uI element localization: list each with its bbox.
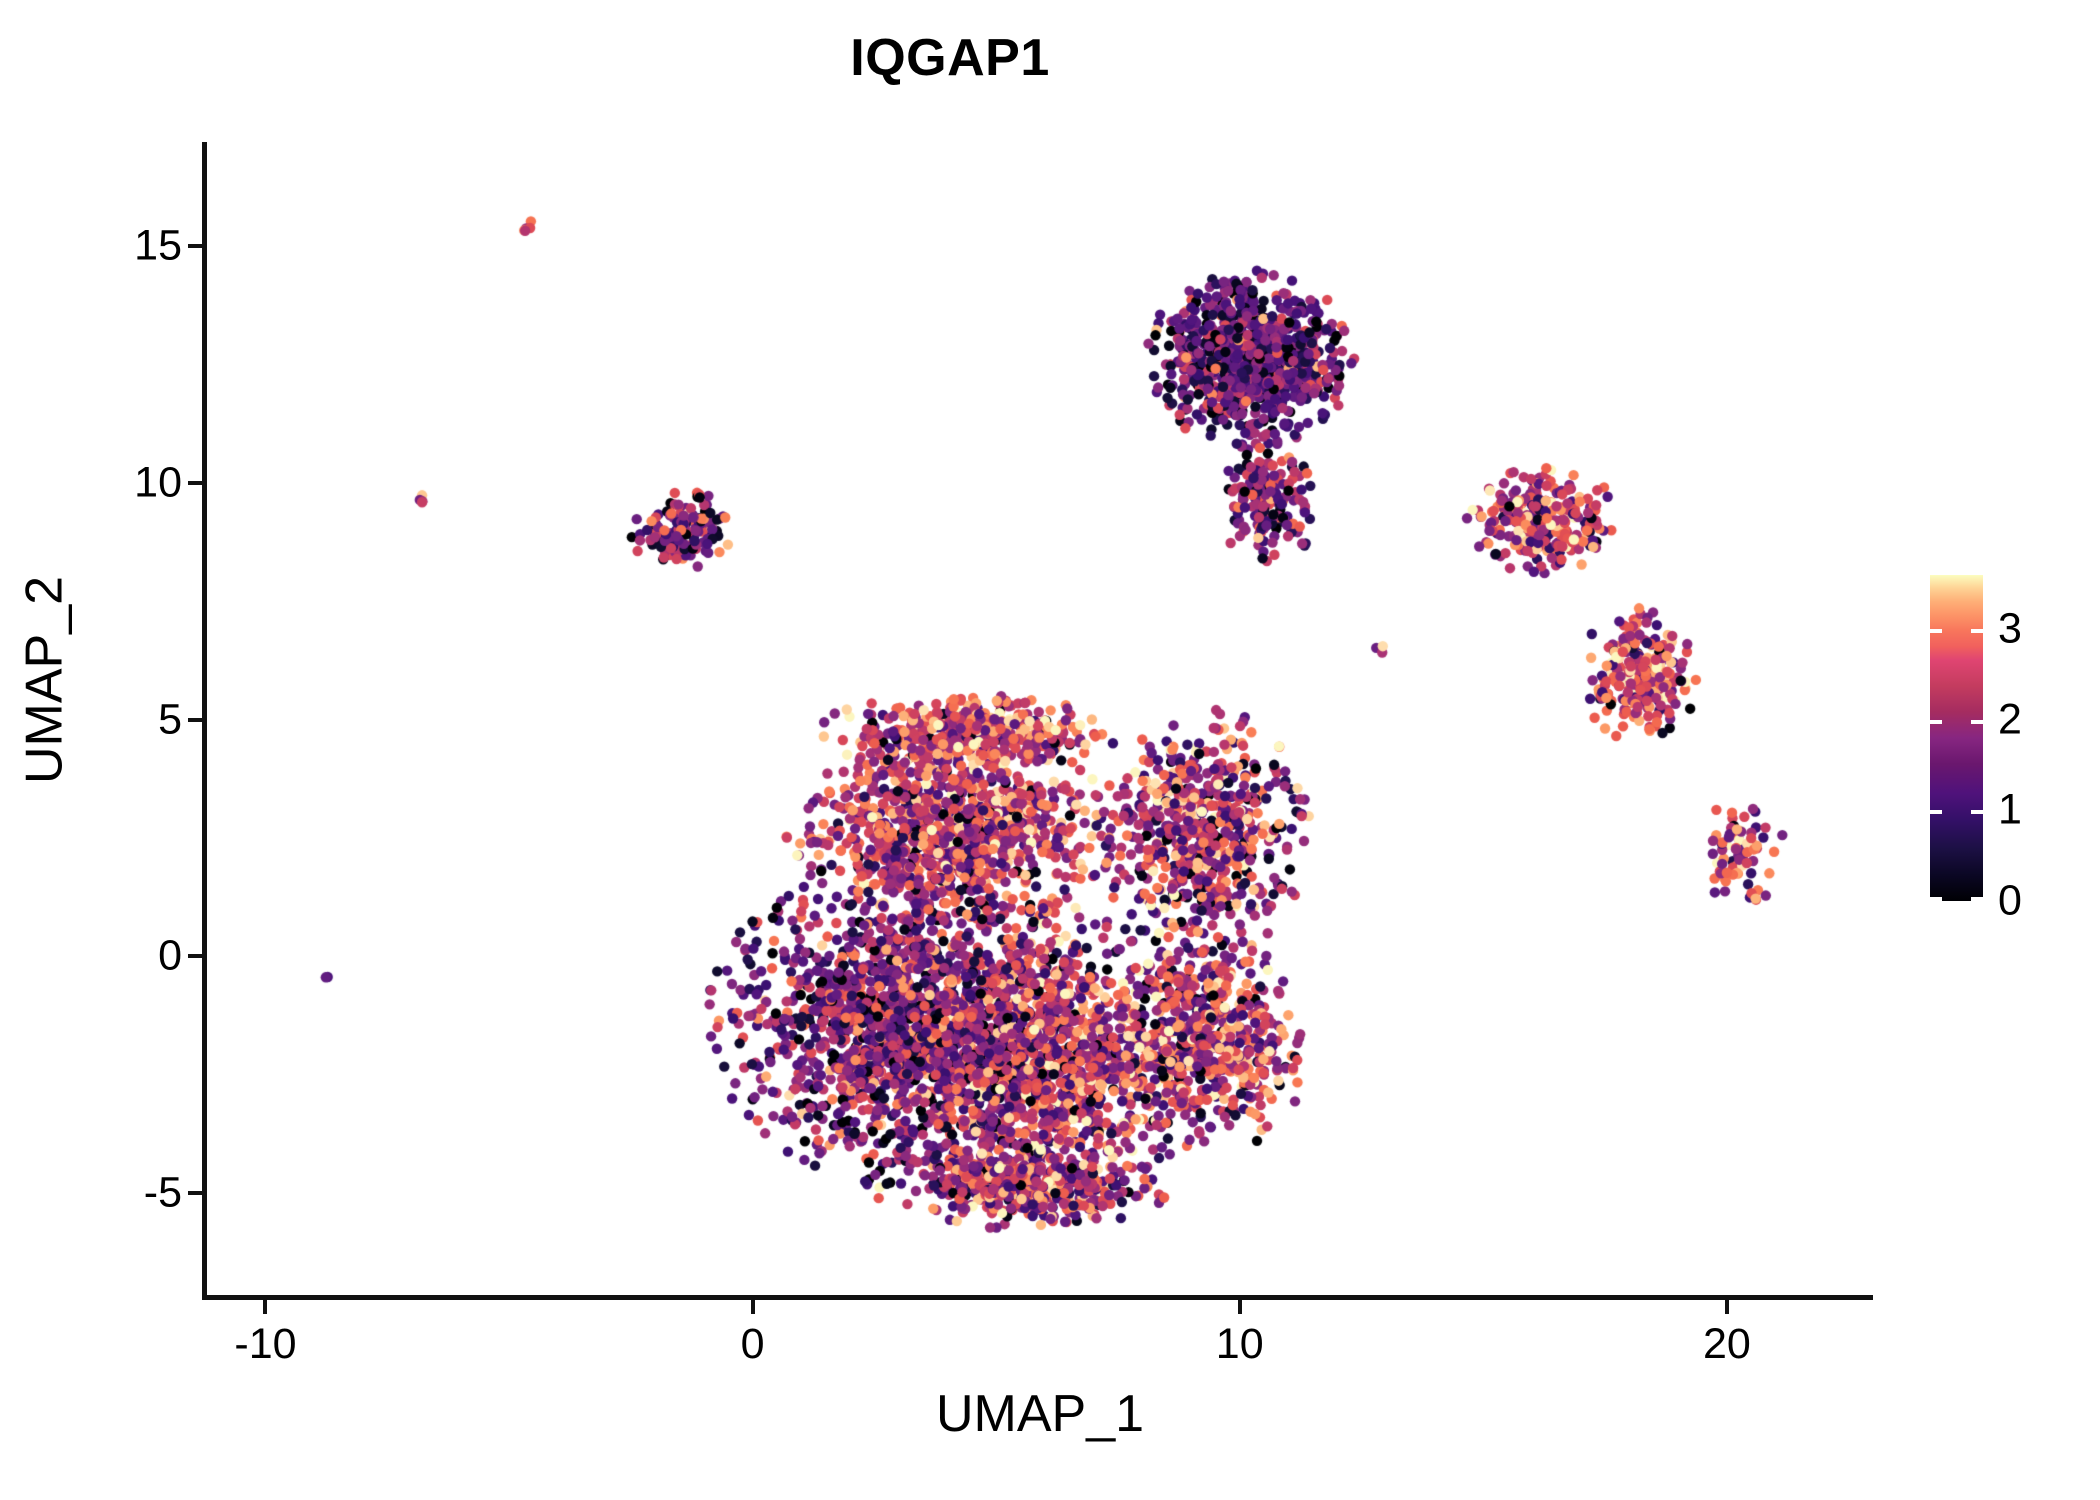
x-tick-label: 0: [740, 1320, 765, 1368]
colorbar-tick-mark: [1971, 897, 1983, 901]
colorbar-tick-mark: [1930, 719, 1942, 724]
color-legend: 0 1 2 3: [1930, 575, 2080, 925]
colorbar-tick-mark: [1971, 719, 1983, 724]
x-tick-mark: [1237, 1300, 1242, 1314]
y-tick-label: 0: [158, 931, 182, 980]
plot-panel: [207, 142, 1873, 1297]
y-tick-mark: [188, 480, 202, 485]
colorbar-tick-mark: [1930, 810, 1942, 815]
page-title: IQGAP1: [850, 29, 1050, 87]
colorbar-tick-mark: [1971, 629, 1983, 634]
x-tick-label: -10: [234, 1320, 297, 1368]
y-tick-label: 10: [134, 458, 182, 507]
y-tick-label: 15: [134, 221, 182, 270]
x-axis-title: UMAP_1: [935, 1385, 1145, 1443]
x-tick-label: 10: [1215, 1320, 1264, 1368]
colorbar-gradient: [1930, 575, 1983, 901]
x-axis-line: [202, 1295, 1873, 1300]
scatter-points-canvas: [207, 142, 1873, 1297]
colorbar-tick-mark: [1930, 629, 1942, 634]
colorbar-tick-label: 2: [1998, 695, 2022, 744]
colorbar-tick-mark: [1930, 897, 1942, 901]
colorbar-tick-mark: [1971, 810, 1983, 815]
colorbar-tick-label: 0: [1998, 876, 2022, 925]
x-tick-mark: [1724, 1300, 1729, 1314]
y-tick-mark: [188, 954, 202, 959]
y-tick-mark: [188, 1190, 202, 1195]
y-tick-label: 5: [158, 695, 182, 743]
y-tick-label: -5: [143, 1168, 182, 1217]
x-tick-mark: [750, 1300, 755, 1314]
y-tick-mark: [188, 244, 202, 249]
colorbar-tick-label: 3: [1998, 604, 2022, 653]
x-tick-mark: [263, 1300, 268, 1314]
y-axis-line: [202, 142, 207, 1300]
colorbar-tick-label: 1: [1998, 785, 2022, 834]
y-axis-title: UMAP_2: [15, 575, 74, 785]
y-tick-mark: [188, 717, 202, 722]
x-tick-label: 20: [1702, 1320, 1751, 1368]
